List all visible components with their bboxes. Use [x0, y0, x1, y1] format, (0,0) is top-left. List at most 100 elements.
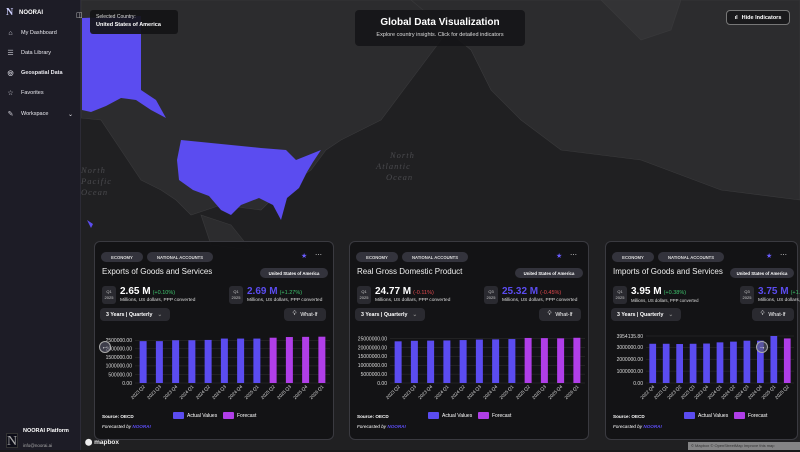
mapbox-logo[interactable]: ⬤ mapbox — [85, 439, 120, 446]
tag-national-accounts[interactable]: NATIONAL ACCOUNTS — [147, 252, 213, 262]
bar — [743, 340, 751, 383]
previous-arrow-icon[interactable]: ← — [99, 341, 111, 353]
x-tick-label: 2025 Q2 — [260, 384, 276, 400]
y-tick-label: 1000000.00 — [617, 369, 644, 375]
hide-indicators-label: Hide Indicators — [741, 14, 782, 21]
bar — [508, 339, 516, 383]
forecast-value: 2.69 M (+1.27%) — [247, 286, 303, 297]
bar — [783, 338, 791, 383]
x-tick-label: 2023 Q2 — [385, 384, 401, 400]
tag-economy[interactable]: ECONOMY — [356, 252, 398, 262]
chevron-down-icon[interactable]: ⌄ — [67, 111, 73, 118]
forecast-period: Q3 2025 — [484, 286, 498, 304]
forecast-period: Q1 2025 — [229, 286, 243, 304]
legend-actual[interactable]: Actual Values — [428, 412, 472, 419]
bar — [253, 338, 261, 383]
current-period: Q1 2025 — [613, 286, 627, 304]
what-if-button[interactable]: 💡︎ What-If — [752, 308, 794, 321]
bar — [443, 340, 451, 383]
platform-name: NOORAI Platform — [23, 428, 69, 434]
bar — [172, 340, 180, 383]
forecast-unit: Millions, US dollars, PPP converted — [758, 298, 800, 303]
sidebar-item-label: My Dashboard — [21, 30, 57, 36]
sidebar-item-data-library[interactable]: ☰ Data Library — [0, 44, 81, 62]
selected-country-value: United States of America — [96, 22, 161, 28]
tag-economy[interactable]: ECONOMY — [612, 252, 654, 262]
tag-national-accounts[interactable]: NATIONAL ACCOUNTS — [402, 252, 468, 262]
bar — [770, 336, 778, 383]
y-tick-label: 1000000.00 — [106, 364, 133, 370]
source-label: Source: OECD — [357, 414, 389, 419]
x-tick-label: 2024 Q3 — [466, 384, 482, 400]
hide-indicators-button[interactable]: ıl Hide Indicators — [726, 10, 790, 25]
legend-actual[interactable]: Actual Values — [173, 412, 217, 419]
sidebar-toggle-icon[interactable]: ◫ — [76, 12, 83, 19]
selected-country-box: Selected Country: United States of Americ… — [90, 10, 178, 34]
lightbulb-icon: 💡︎ — [760, 311, 765, 317]
bar-chart: 0.00 500000.00 1000000.00 1500000.00 2000000… — [106, 336, 330, 400]
next-arrow-icon[interactable]: → — [756, 341, 768, 353]
country-badge: United States of America — [730, 268, 794, 278]
sidebar-item-my-dashboard[interactable]: ⌂ My Dashboard — [0, 24, 81, 42]
legend-forecast[interactable]: Forecast — [734, 412, 767, 419]
bar — [285, 337, 293, 383]
y-tick-label: 2500000.00 — [106, 338, 133, 344]
tag-national-accounts[interactable]: NATIONAL ACCOUNTS — [658, 252, 724, 262]
bar — [703, 343, 710, 383]
map-title-box: Global Data Visualization Explore country… — [355, 10, 525, 46]
star-icon: ☆ — [7, 90, 14, 97]
bar — [757, 340, 764, 383]
more-options-icon[interactable]: ⋯ — [570, 252, 577, 259]
favorite-star-icon[interactable]: ★ — [556, 253, 563, 260]
x-tick-label: 2024 Q4 — [482, 384, 498, 400]
y-tick-label: 2000000.00 — [617, 357, 644, 363]
current-unit: Millions, US dollars, PPP converted — [375, 298, 451, 303]
x-tick-label: 2023 Q4 — [162, 384, 178, 400]
favorite-star-icon[interactable]: ★ — [301, 253, 308, 260]
sidebar: N NOORAI ⌂ My Dashboard ☰ Data Library ◎ Geosp… — [0, 0, 81, 450]
bar — [524, 337, 532, 383]
bar — [689, 343, 697, 383]
indicator-card[interactable]: ECONOMY NATIONAL ACCOUNTS ★ ⋯ Exports of… — [94, 241, 334, 440]
period-select[interactable]: 3 Years | Quarterly ⌄ — [355, 308, 425, 321]
legend-actual[interactable]: Actual Values — [684, 412, 728, 419]
bar — [730, 341, 737, 383]
dashboard-icon: ⌂ — [8, 29, 13, 37]
sidebar-item-workspace[interactable]: ✎ Workspace ⌄ — [0, 105, 81, 123]
bar — [318, 336, 326, 383]
pen-icon: ✎ — [7, 111, 14, 118]
sidebar-item-geospatial-data[interactable]: ◎ Geospatial Data — [0, 64, 81, 82]
bar — [649, 343, 657, 383]
x-tick-label: 2025 Q4 — [547, 384, 563, 400]
more-options-icon[interactable]: ⋯ — [780, 252, 787, 259]
legend-forecast[interactable]: Forecast — [223, 412, 256, 419]
favorite-star-icon[interactable]: ★ — [766, 253, 773, 260]
sidebar-item-label: Favorites — [21, 90, 44, 96]
x-tick-label: 2023 Q4 — [417, 384, 433, 400]
x-tick-label: 2025 Q3 — [276, 384, 292, 400]
forecasted-by: Forecasted by NOORAI — [613, 424, 662, 429]
noorai-logo: N — [6, 7, 14, 18]
period-select[interactable]: 3 Years | Quarterly ⌄ — [611, 308, 681, 321]
y-tick-label: 25000000.00 — [358, 336, 387, 342]
usa-highlight[interactable] — [82, 16, 321, 228]
indicator-card[interactable]: ECONOMY NATIONAL ACCOUNTS ★ ⋯ Imports of… — [605, 241, 800, 440]
forecast-value: 3.75 M(+1.69%) — [758, 286, 800, 297]
more-options-icon[interactable]: ⋯ — [315, 252, 322, 259]
bar — [492, 339, 500, 383]
bar — [188, 340, 196, 383]
what-if-button[interactable]: 💡︎ What-If — [539, 308, 581, 321]
indicator-card[interactable]: ECONOMY NATIONAL ACCOUNTS ★ ⋯ Real Gross… — [349, 241, 589, 440]
brand[interactable]: N NOORAI — [6, 8, 43, 18]
forecast-period: Q3 2025 — [740, 286, 754, 304]
period-select[interactable]: 3 Years | Quarterly ⌄ — [100, 308, 170, 321]
bar — [394, 341, 402, 383]
x-tick-label: 2024 Q1 — [434, 384, 450, 400]
bar — [269, 337, 277, 383]
tag-economy[interactable]: ECONOMY — [101, 252, 143, 262]
map-attribution[interactable]: © Mapbox © OpenStreetMap Improve this ma… — [688, 442, 800, 450]
legend-forecast[interactable]: Forecast — [478, 412, 511, 419]
sidebar-item-favorites[interactable]: ☆ Favorites — [0, 84, 81, 102]
x-tick-label: 2023 Q2 — [130, 384, 146, 400]
what-if-button[interactable]: 💡︎ What-If — [284, 308, 326, 321]
